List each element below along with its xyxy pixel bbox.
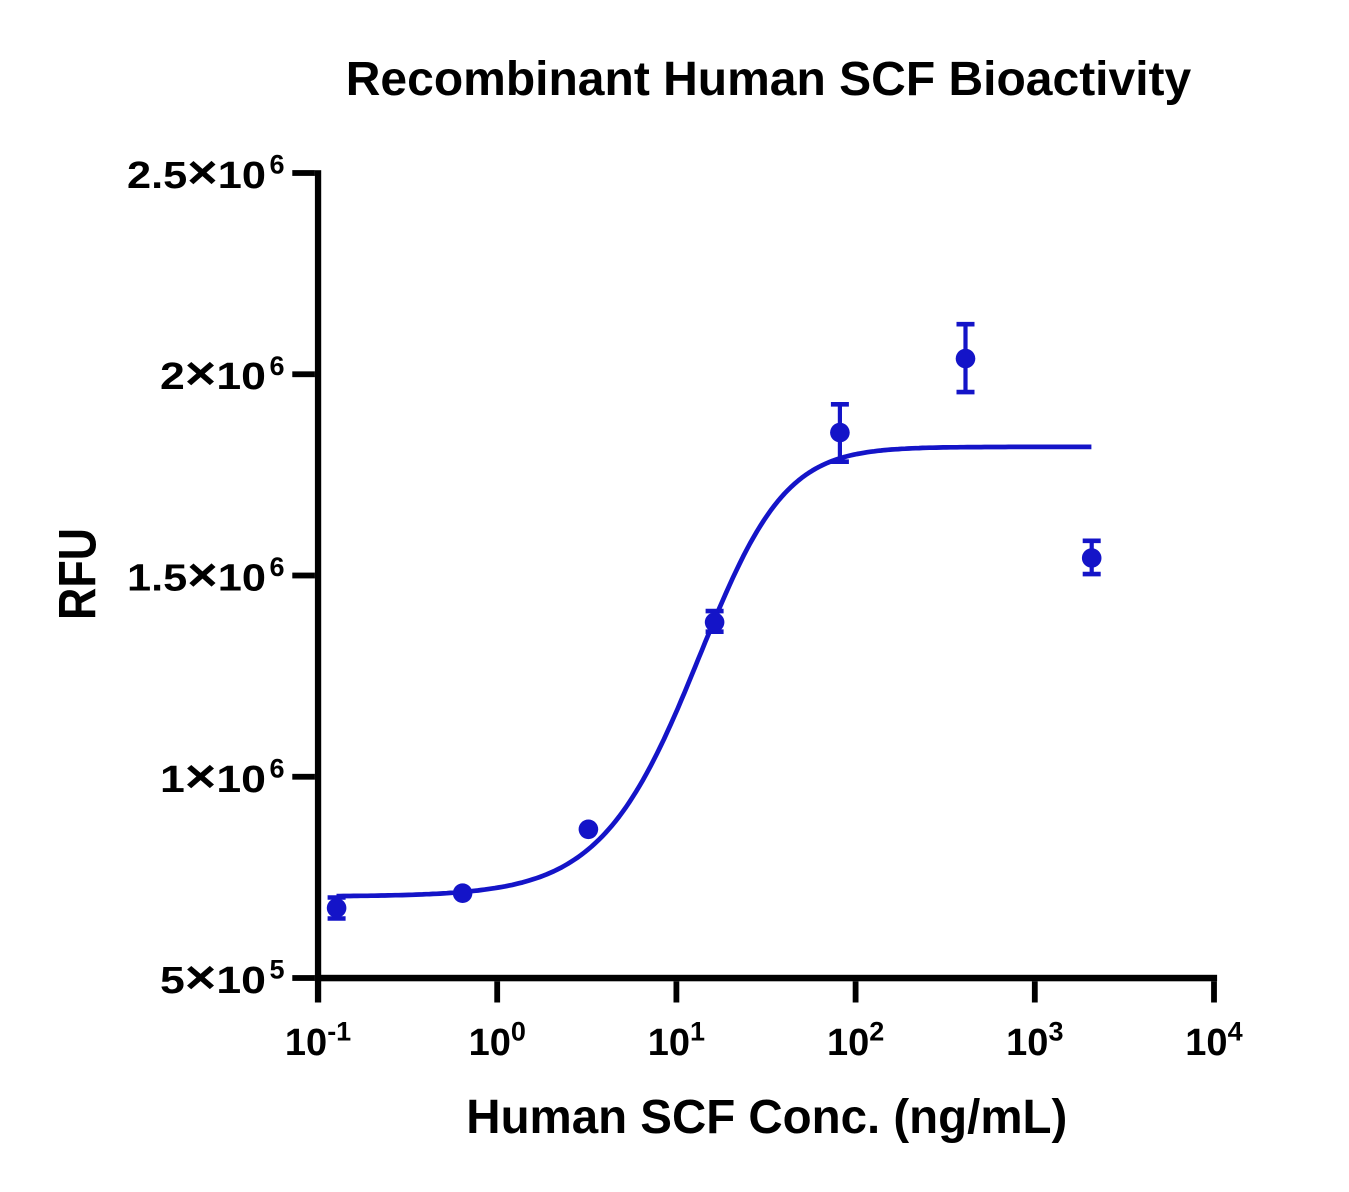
svg-text:RFU: RFU bbox=[49, 528, 108, 620]
svg-text:10: 10 bbox=[648, 1022, 690, 1064]
svg-text:6: 6 bbox=[270, 150, 285, 180]
svg-text:5: 5 bbox=[270, 955, 285, 985]
svg-text:2.5×10: 2.5 ×10 bbox=[127, 146, 266, 198]
svg-text:Human SCF Conc. (ng/mL): Human SCF Conc. (ng/mL) bbox=[466, 1091, 1067, 1144]
svg-text:6: 6 bbox=[270, 351, 285, 381]
svg-text:10: 10 bbox=[827, 1022, 869, 1064]
svg-text:2×10: 2× 10 bbox=[160, 347, 266, 399]
svg-text:1×10: 1× 10 bbox=[160, 750, 266, 802]
svg-text:10: 10 bbox=[1006, 1022, 1048, 1064]
svg-text:3: 3 bbox=[1049, 1017, 1064, 1047]
svg-text:5×10: 5× 10 bbox=[160, 951, 266, 1003]
svg-text:0: 0 bbox=[511, 1017, 526, 1047]
svg-text:-1: -1 bbox=[327, 1017, 351, 1047]
svg-text:10: 10 bbox=[469, 1022, 511, 1064]
svg-text:10: 10 bbox=[1185, 1022, 1227, 1064]
svg-text:Recombinant Human SCF Bioactiv: Recombinant Human SCF Bioactivity bbox=[346, 53, 1192, 106]
svg-text:6: 6 bbox=[270, 552, 285, 582]
svg-text:1: 1 bbox=[690, 1017, 705, 1047]
svg-text:4: 4 bbox=[1228, 1017, 1243, 1047]
svg-text:6: 6 bbox=[270, 754, 285, 784]
svg-text:10: 10 bbox=[285, 1022, 327, 1064]
svg-text:1.5×10: 1.5 ×10 bbox=[127, 549, 266, 601]
svg-text:2: 2 bbox=[869, 1017, 884, 1047]
